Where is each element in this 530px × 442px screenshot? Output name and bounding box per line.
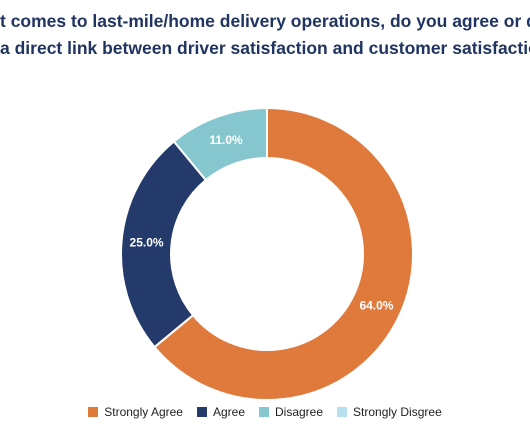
chart-title-line-1: t comes to last-mile/home delivery opera… (0, 11, 530, 31)
chart-title: t comes to last-mile/home delivery opera… (0, 8, 530, 62)
slice-disagree (172, 106, 268, 182)
legend-label-agree: Agree (212, 405, 245, 419)
legend-label-strongly-agree: Strongly Agree (104, 405, 183, 419)
legend-item-agree: Agree (196, 405, 245, 419)
legend-swatch-agree (196, 407, 207, 417)
legend-item-strongly-disagree: Strongly Disgree (337, 405, 442, 419)
chart-title-line-2: a direct link between driver satisfactio… (0, 38, 530, 58)
legend-item-strongly-agree: Strongly Agree (88, 405, 183, 419)
legend-label-strongly-disagree: Strongly Disgree (353, 405, 442, 419)
legend-swatch-strongly-agree (88, 407, 99, 417)
slice-label-agree: 25.0% (130, 236, 164, 250)
slice-strongly-agree (153, 106, 414, 401)
legend-swatch-disagree (259, 407, 269, 417)
slice-label-strongly-agree: 64.0% (359, 299, 393, 313)
legend-label-disagree: Disagree (275, 405, 324, 419)
legend-item-disagree: Disagree (259, 405, 323, 419)
slice-label-disagree: 11.0% (209, 133, 243, 147)
legend-swatch-strongly-disagree (337, 407, 348, 417)
chart-legend: Strongly Agree Agree Disagree Strongly D… (0, 405, 530, 419)
